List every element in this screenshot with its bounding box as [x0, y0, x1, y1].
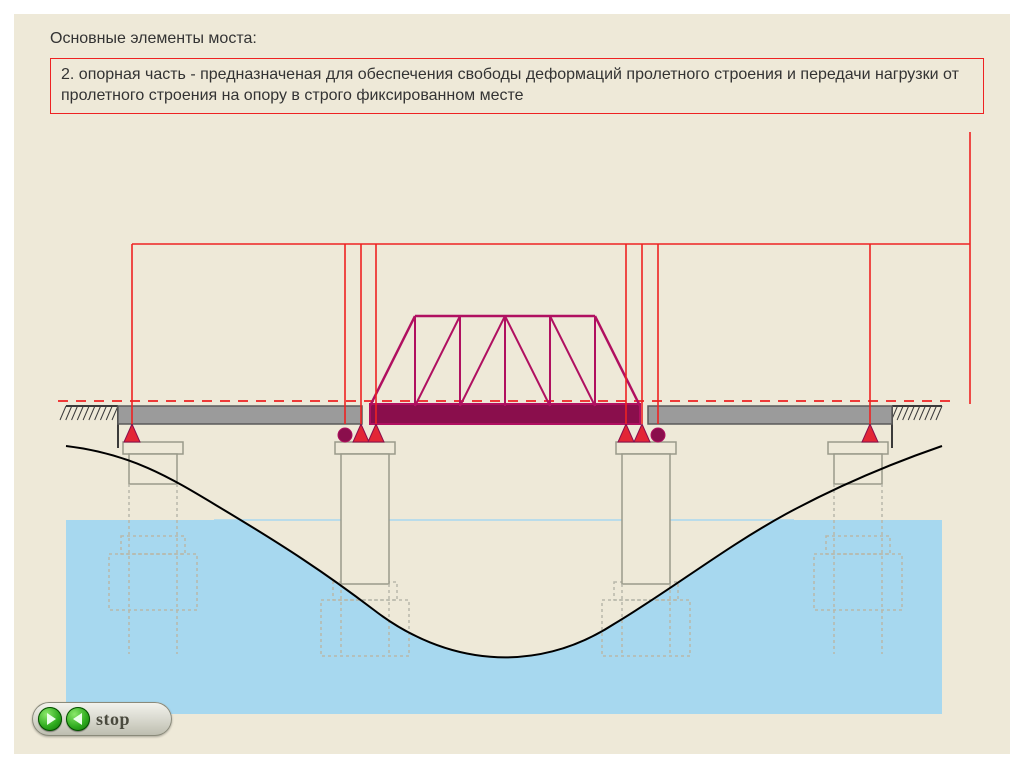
rewind-button[interactable] [66, 707, 90, 731]
play-button[interactable] [38, 707, 62, 731]
bridge-diagram [14, 14, 1010, 754]
stop-button[interactable]: stop [96, 709, 130, 730]
playback-controls: stop [32, 702, 172, 736]
stage: Основные элементы моста: 2. опорная част… [14, 14, 1010, 754]
